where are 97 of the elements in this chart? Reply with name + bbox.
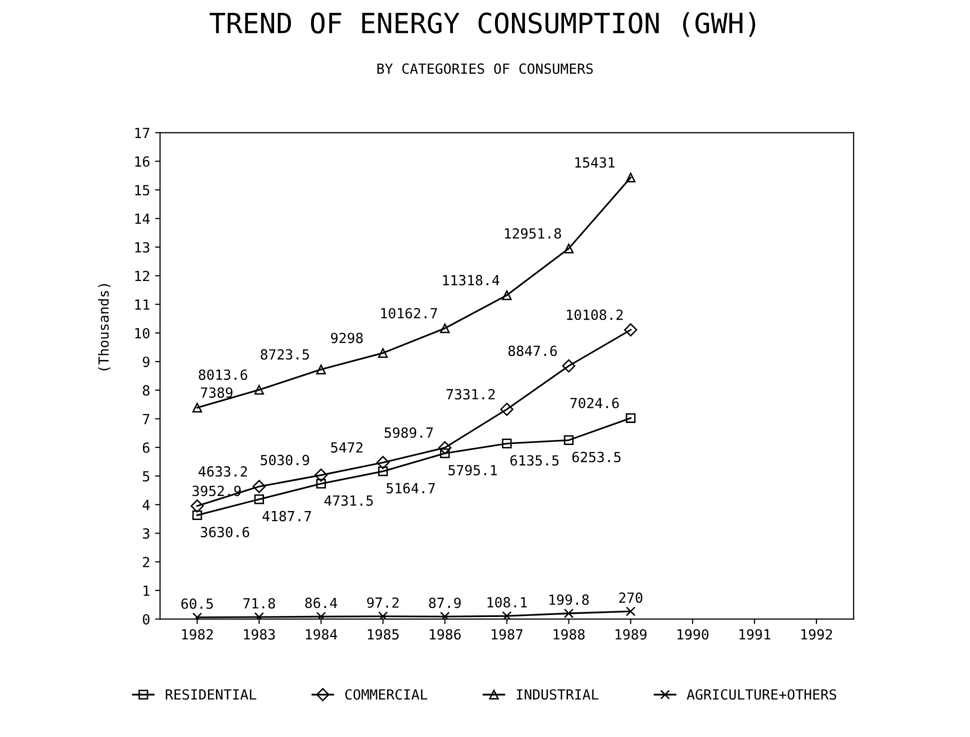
y-tick-label: 14 — [135, 214, 150, 224]
annotation: 87.9 — [429, 598, 461, 608]
annotation: 8013.6 — [198, 369, 248, 380]
annotation: 86.4 — [305, 598, 338, 608]
point — [564, 244, 574, 254]
annotation: 97.2 — [367, 597, 399, 608]
annotation: 5472 — [331, 442, 362, 453]
point — [378, 348, 388, 358]
point — [316, 364, 326, 374]
annotation: 4633.2 — [198, 466, 247, 477]
point — [564, 608, 574, 618]
y-tick-label: 1 — [144, 586, 150, 596]
y-tick-label: 6 — [142, 442, 150, 453]
point — [626, 172, 636, 182]
x-tick-label: 1988 — [554, 629, 585, 640]
point — [252, 480, 266, 494]
annotation: 5989.7 — [384, 427, 433, 438]
y-tick-label: 13 — [135, 242, 150, 253]
point — [192, 402, 202, 413]
x-tick-label: 1983 — [244, 629, 275, 640]
annotation: 8723.5 — [260, 349, 309, 360]
annotation: 5164.7 — [386, 482, 435, 494]
y-tick-label: 0 — [142, 614, 150, 625]
x-tick-label: 1991 — [739, 629, 770, 640]
x-tick-label: 1989 — [616, 629, 646, 640]
y-tick-label: 12 — [135, 270, 150, 282]
point — [502, 290, 512, 300]
point — [316, 478, 326, 489]
y-tick-label: 8 — [142, 385, 150, 396]
x-tick-label: 1985 — [368, 629, 399, 640]
y-tick-label: 7 — [142, 414, 150, 424]
point — [562, 359, 576, 373]
legend-label: COMMERCIAL — [345, 689, 428, 700]
annotation: 7389 — [200, 387, 232, 398]
point — [378, 466, 388, 476]
y-tick-label: 4 — [142, 500, 150, 510]
y-tick-label: 17 — [135, 128, 150, 138]
x-tick-label: 1982 — [182, 629, 213, 640]
point — [438, 441, 452, 454]
x-tick-label: 1990 — [678, 629, 708, 640]
annotation: 270 — [619, 592, 642, 603]
annotation: 9298 — [331, 332, 363, 344]
annotation: 3630.6 — [200, 526, 250, 538]
point — [502, 611, 512, 620]
point — [500, 402, 514, 416]
point — [440, 323, 450, 334]
y-tick-label: 11 — [135, 300, 150, 310]
annotation: 60.5 — [181, 598, 213, 609]
point — [502, 438, 512, 448]
point — [440, 612, 450, 620]
point — [376, 456, 390, 470]
point — [564, 435, 574, 446]
point — [254, 494, 264, 504]
x-tick-label: 1984 — [306, 629, 338, 640]
legend-label: INDUSTRIAL — [516, 689, 598, 700]
annotation: 11318.4 — [443, 274, 500, 286]
y-tick-label: 16 — [135, 156, 150, 167]
x-tick-label: 1992 — [801, 629, 832, 640]
x-tick-label: 1987 — [492, 629, 523, 640]
annotation: 71.8 — [243, 598, 275, 609]
annotation: 4187.7 — [262, 510, 311, 522]
point — [624, 323, 638, 336]
annotation: 12951.8 — [505, 228, 562, 239]
annotation: 10108.2 — [566, 310, 623, 320]
point — [626, 606, 636, 616]
y-tick-label: 9 — [142, 356, 150, 368]
annotation: 199.8 — [550, 594, 589, 605]
annotation: 4731.5 — [324, 495, 373, 506]
annotation: 8847.6 — [508, 346, 557, 356]
legend-label: AGRICULTURE+OTHERS — [686, 689, 836, 700]
point — [254, 384, 264, 395]
y-tick-label: 15 — [135, 185, 150, 196]
annotation: 7331.2 — [446, 388, 495, 400]
point — [440, 448, 450, 458]
point — [378, 611, 388, 620]
y-tick-label: 10 — [135, 328, 150, 338]
annotation: 7024.6 — [570, 398, 619, 408]
chart-subtitle: BY CATEGORIES OF CONSUMERS — [377, 63, 593, 74]
annotation: 5030.9 — [260, 454, 310, 466]
chart-title: TREND OF ENERGY CONSUMPTION (GWH) — [210, 12, 756, 37]
x-tick-label: 1986 — [430, 629, 461, 640]
y-tick-label: 3 — [142, 528, 150, 539]
point — [190, 499, 204, 513]
y-tick-label: 5 — [142, 471, 150, 482]
y-tick-label: 2 — [142, 556, 150, 568]
annotation: 6135.5 — [510, 455, 559, 466]
legend-label: RESIDENTIAL — [166, 689, 256, 700]
annotation: 3952.9 — [192, 486, 241, 496]
point — [626, 413, 636, 423]
point — [192, 510, 202, 520]
annotation: 108.1 — [488, 597, 527, 608]
annotation: 6253.5 — [572, 452, 620, 462]
y-axis-title: (Thousands) — [98, 284, 110, 370]
annotation: 5795.1 — [448, 464, 497, 476]
point — [314, 468, 328, 482]
annotation: 10162.7 — [381, 308, 438, 318]
annotation: 15431 — [575, 157, 615, 168]
